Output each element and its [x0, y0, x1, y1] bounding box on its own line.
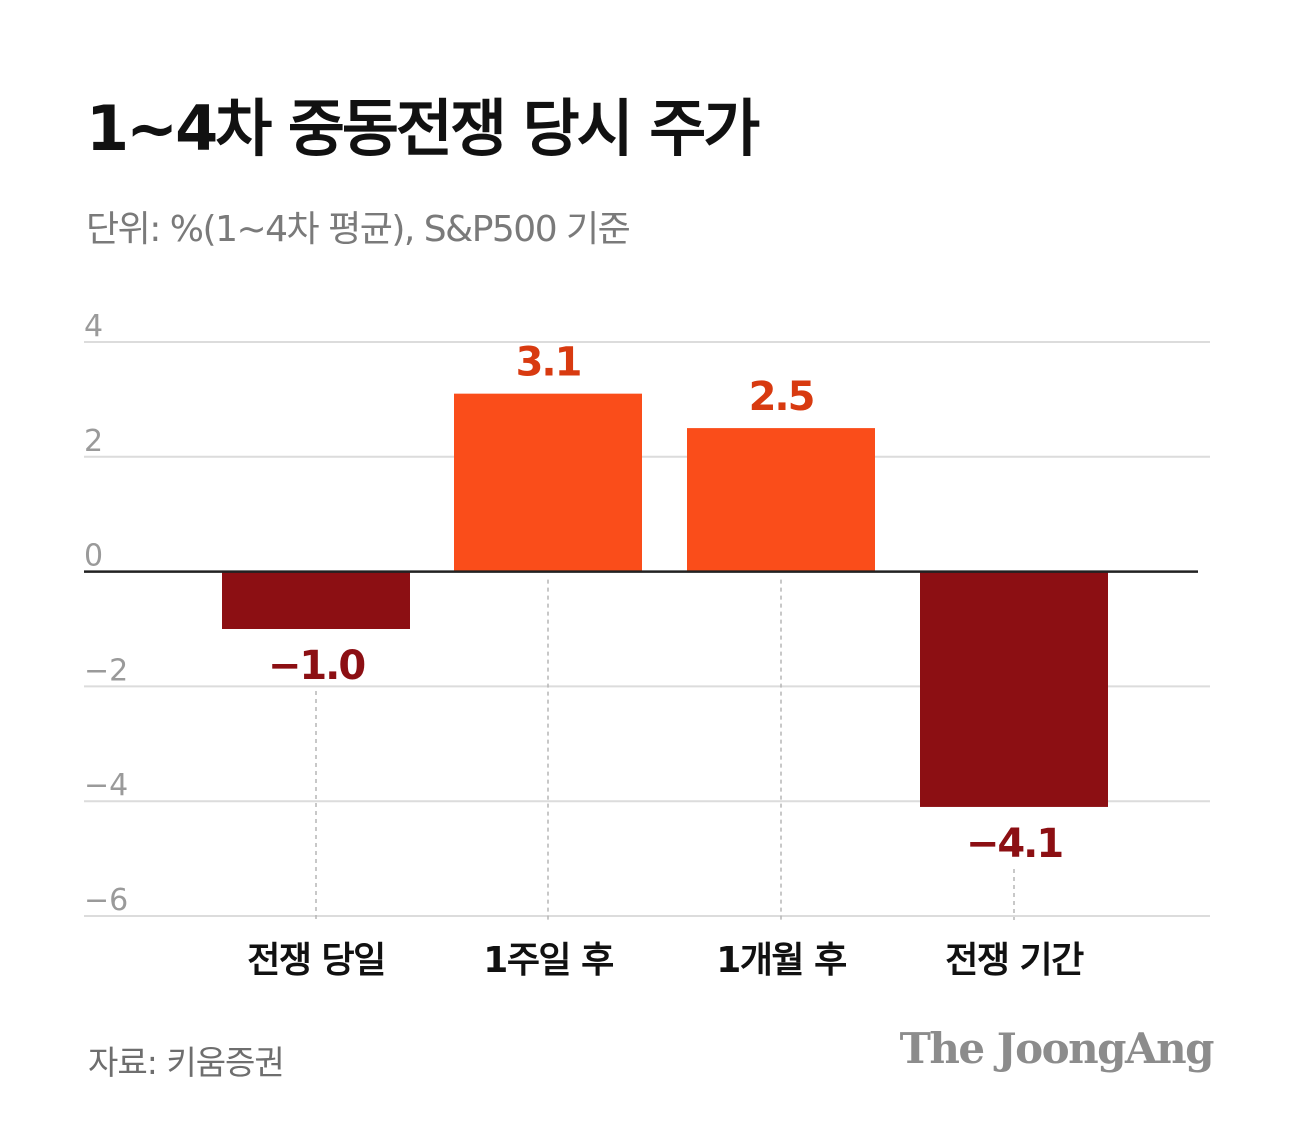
bar: [222, 571, 410, 629]
bar-chart: 4 2 0 −2 −4 −6 −1.0 3.1 2.5 −4.1 전쟁 당일 1주일 후 1개월 후…: [84, 309, 1210, 981]
category-guides: [315, 579, 1015, 920]
data-label: −4.1: [966, 821, 1063, 867]
publisher-logo: The JoongAng: [899, 1024, 1215, 1073]
y-tick-label: 0: [84, 539, 103, 574]
bars: [222, 393, 1108, 807]
bar: [687, 428, 875, 572]
bar: [454, 393, 642, 572]
data-label: 3.1: [516, 340, 581, 386]
y-axis-ticks: 4 2 0 −2 −4 −6: [84, 309, 128, 918]
category-label: 전쟁 기간: [945, 940, 1084, 981]
category-label: 1개월 후: [716, 940, 846, 981]
y-tick-label: −6: [84, 883, 128, 918]
bar: [920, 571, 1108, 807]
value-labels: −1.0 3.1 2.5 −4.1: [268, 340, 1065, 867]
data-label: 2.5: [749, 374, 814, 420]
chart-title: 1~4차 중동전쟁 당시 주가: [86, 92, 760, 165]
category-label: 1주일 후: [483, 940, 613, 981]
y-tick-label: −2: [84, 653, 128, 688]
category-label: 전쟁 당일: [247, 940, 385, 981]
chart-subtitle: 단위: %(1~4차 평균), S&P500 기준: [86, 209, 631, 250]
category-labels: 전쟁 당일 1주일 후 1개월 후 전쟁 기간: [247, 940, 1085, 981]
y-tick-label: −4: [84, 768, 128, 803]
source-note: 자료: 키움증권: [88, 1043, 285, 1082]
y-tick-label: 4: [84, 309, 103, 344]
y-tick-label: 2: [84, 424, 103, 459]
data-label: −1.0: [268, 643, 365, 689]
